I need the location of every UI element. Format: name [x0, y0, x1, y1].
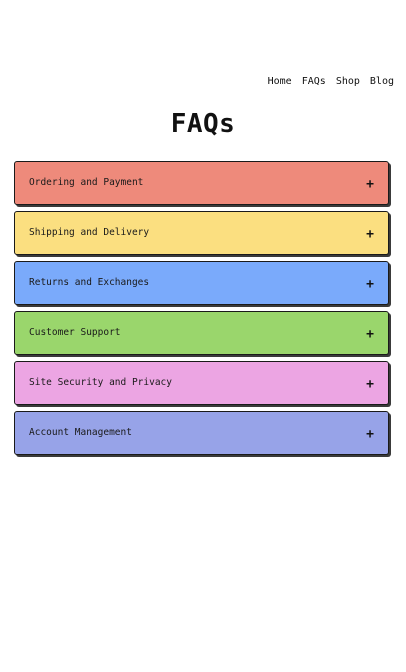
faq-question: Customer Support [29, 327, 121, 338]
faq-item-ordering-and-payment[interactable]: Ordering and Payment + [14, 161, 389, 205]
plus-icon[interactable]: + [366, 226, 374, 242]
nav-link-faqs[interactable]: FAQs [301, 76, 326, 87]
faq-question: Ordering and Payment [29, 177, 144, 188]
plus-icon[interactable]: + [366, 426, 374, 442]
page-title: FAQs [170, 109, 236, 139]
plus-icon[interactable]: + [366, 326, 374, 342]
top-nav: Home FAQs Shop Blog [268, 76, 394, 88]
faq-item-account-management[interactable]: Account Management + [14, 411, 389, 455]
faq-question: Account Management [29, 427, 132, 438]
plus-icon[interactable]: + [366, 376, 374, 392]
nav-link-blog[interactable]: Blog [369, 76, 394, 87]
faq-item-customer-support[interactable]: Customer Support + [14, 311, 389, 355]
faq-item-site-security-and-privacy[interactable]: Site Security and Privacy + [14, 361, 389, 405]
faq-list: Ordering and Payment + Shipping and Deli… [14, 161, 389, 455]
plus-icon[interactable]: + [366, 276, 374, 292]
faq-question: Returns and Exchanges [29, 277, 150, 288]
faq-question: Site Security and Privacy [29, 377, 172, 388]
faq-item-shipping-and-delivery[interactable]: Shipping and Delivery + [14, 211, 389, 255]
faq-item-returns-and-exchanges[interactable]: Returns and Exchanges + [14, 261, 389, 305]
nav-link-shop[interactable]: Shop [335, 76, 360, 87]
plus-icon[interactable]: + [366, 176, 374, 192]
nav-link-home[interactable]: Home [267, 76, 292, 87]
faq-question: Shipping and Delivery [29, 227, 150, 238]
